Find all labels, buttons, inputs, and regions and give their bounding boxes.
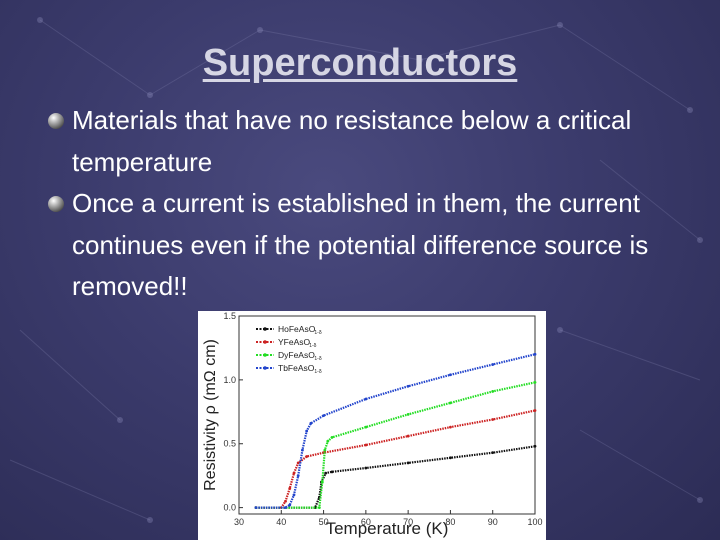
y-tick-label: 1.0 bbox=[223, 375, 236, 385]
data-point bbox=[533, 381, 537, 384]
data-point bbox=[406, 384, 410, 388]
data-point bbox=[491, 389, 495, 393]
legend-marker bbox=[263, 327, 267, 331]
data-point bbox=[449, 456, 452, 460]
data-point bbox=[533, 444, 537, 448]
data-point bbox=[296, 474, 300, 478]
data-point bbox=[449, 401, 452, 405]
x-tick-label: 100 bbox=[527, 517, 542, 527]
plot-frame bbox=[238, 315, 536, 515]
data-point bbox=[533, 409, 537, 412]
x-tick-label: 80 bbox=[445, 517, 455, 527]
x-tick-label: 40 bbox=[276, 517, 286, 527]
legend-marker bbox=[263, 353, 267, 357]
data-point bbox=[491, 451, 495, 455]
legend-subscript: 1-δ bbox=[314, 330, 321, 336]
resistivity-chart: Resistivity ρ (mΩ cm) Temperature (K) 30… bbox=[198, 311, 546, 540]
data-point bbox=[491, 418, 495, 421]
y-tick-label: 0.5 bbox=[223, 439, 236, 449]
data-point bbox=[292, 471, 296, 475]
data-point bbox=[406, 412, 410, 416]
bullet-item-1: Materials that have no resistance below … bbox=[48, 100, 708, 183]
x-axis-label: Temperature (K) bbox=[326, 519, 449, 538]
legend-label: TbFeAsO bbox=[278, 363, 315, 373]
data-point bbox=[254, 506, 258, 510]
legend-subscript: 1-δ bbox=[314, 369, 321, 375]
data-point bbox=[491, 363, 495, 366]
data-point bbox=[322, 414, 325, 418]
bullet-item-2: Once a current is established in them, t… bbox=[48, 183, 708, 308]
data-point bbox=[364, 397, 368, 401]
legend-subscript: 1-δ bbox=[309, 343, 316, 349]
data-point bbox=[317, 506, 321, 510]
data-point bbox=[449, 373, 452, 377]
data-point bbox=[449, 425, 452, 429]
data-point bbox=[288, 487, 292, 490]
data-point bbox=[296, 461, 300, 465]
sphere-bullet-icon bbox=[48, 113, 64, 129]
data-point bbox=[309, 421, 313, 425]
data-point bbox=[406, 461, 410, 465]
slide-title: Superconductors bbox=[202, 42, 518, 84]
data-point bbox=[364, 466, 368, 470]
legend-label: HoFeAsO bbox=[278, 324, 316, 334]
data-point bbox=[320, 480, 324, 484]
data-point bbox=[301, 448, 304, 452]
bullet-text-2: Once a current is established in them, t… bbox=[72, 188, 649, 301]
data-point bbox=[284, 499, 287, 503]
data-point bbox=[292, 493, 296, 497]
x-tick-label: 70 bbox=[403, 517, 413, 527]
data-point bbox=[305, 429, 309, 433]
x-tick-label: 60 bbox=[361, 517, 371, 527]
legend-subscript: 1-δ bbox=[314, 356, 321, 362]
data-point bbox=[533, 352, 537, 356]
data-point bbox=[406, 434, 410, 438]
series-line-hofeaso bbox=[255, 445, 536, 509]
legend-marker bbox=[263, 340, 267, 344]
legend-label: YFeAsO bbox=[278, 337, 311, 347]
y-axis-label: Resistivity ρ (mΩ cm) bbox=[202, 339, 219, 491]
x-tick-label: 30 bbox=[234, 517, 244, 527]
data-point bbox=[324, 471, 328, 475]
legend-label: DyFeAsO bbox=[278, 350, 315, 360]
x-tick-label: 50 bbox=[319, 517, 329, 527]
y-tick-label: 1.5 bbox=[223, 311, 236, 321]
data-point bbox=[364, 443, 368, 447]
data-point bbox=[288, 503, 292, 507]
data-point bbox=[330, 435, 334, 439]
data-point bbox=[305, 455, 309, 458]
data-point bbox=[364, 425, 368, 429]
chart-svg: Resistivity ρ (mΩ cm) Temperature (K) 30… bbox=[202, 311, 543, 538]
series-line-tbfeaso bbox=[255, 353, 536, 509]
bullet-text-1: Materials that have no resistance below … bbox=[72, 105, 632, 177]
bullet-list: Materials that have no resistance below … bbox=[48, 100, 708, 308]
legend-marker bbox=[263, 366, 267, 370]
x-tick-label: 90 bbox=[488, 517, 498, 527]
data-point bbox=[284, 506, 287, 510]
sphere-bullet-icon bbox=[48, 196, 64, 212]
data-point bbox=[330, 470, 334, 474]
data-point bbox=[326, 439, 330, 443]
data-point bbox=[323, 448, 327, 452]
y-tick-label: 0.0 bbox=[223, 503, 236, 513]
